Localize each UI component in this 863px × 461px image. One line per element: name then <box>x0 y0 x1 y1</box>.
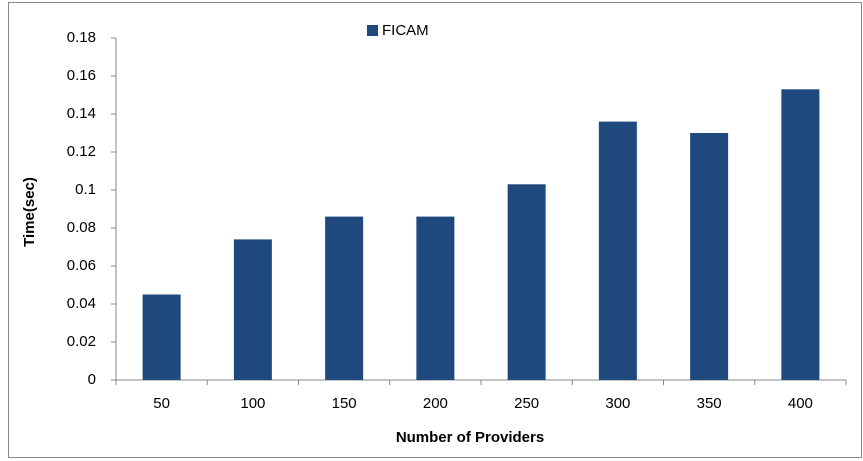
y-tick-label: 0.12 <box>67 143 96 160</box>
x-tick-label: 300 <box>605 395 630 412</box>
y-tick-label: 0.18 <box>67 29 96 46</box>
bar <box>598 121 637 380</box>
bar <box>142 294 181 380</box>
y-tick-label: 0.02 <box>67 333 96 350</box>
y-tick-label: 0.1 <box>75 181 96 198</box>
y-axis-title: Time(sec) <box>21 177 38 247</box>
legend-label: FICAM <box>382 22 429 39</box>
bar <box>507 184 546 380</box>
y-tick-label: 0.14 <box>67 105 96 122</box>
x-tick-label: 150 <box>332 395 357 412</box>
x-tick-label: 400 <box>788 395 813 412</box>
x-tick-label: 200 <box>423 395 448 412</box>
x-tick-label: 250 <box>514 395 539 412</box>
bar <box>325 216 364 380</box>
x-tick-label: 350 <box>697 395 722 412</box>
x-axis-title: Number of Providers <box>396 429 544 446</box>
x-tick-label: 50 <box>153 395 170 412</box>
bar <box>781 89 820 381</box>
y-tick-label: 0.16 <box>67 67 96 84</box>
y-tick-label: 0.08 <box>67 219 96 236</box>
bar <box>690 133 729 380</box>
y-tick-label: 0.04 <box>67 295 96 312</box>
legend-swatch <box>367 25 378 36</box>
bar <box>233 239 272 380</box>
bar <box>416 216 455 380</box>
y-tick-label: 0 <box>88 371 96 388</box>
x-tick-label: 100 <box>240 395 265 412</box>
y-tick-label: 0.06 <box>67 257 96 274</box>
